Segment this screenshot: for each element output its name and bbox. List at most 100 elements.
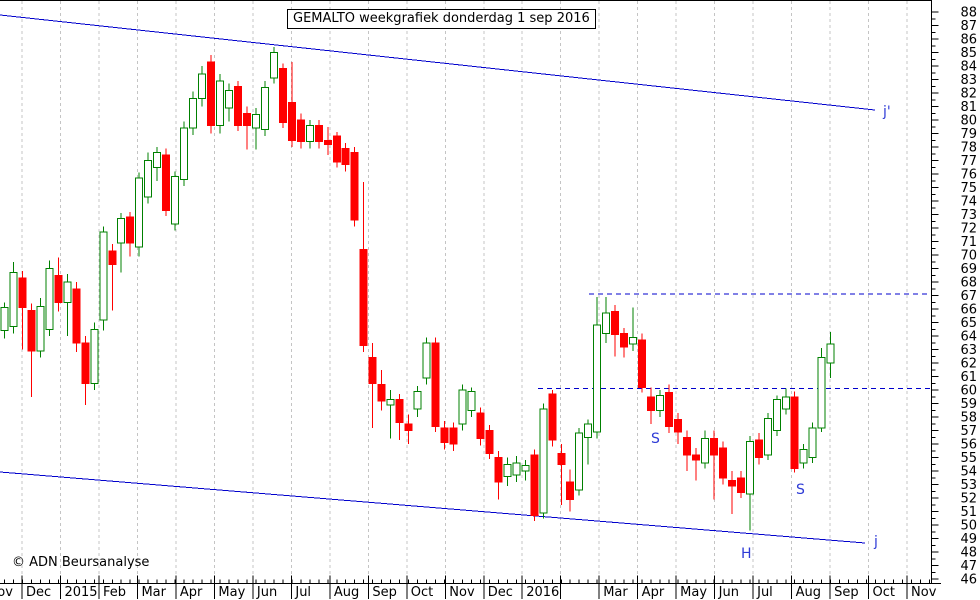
candle-down — [530, 449, 539, 521]
candle-up — [503, 457, 512, 486]
candle-body — [27, 309, 36, 352]
candle-up — [467, 387, 476, 417]
candle-body — [359, 249, 368, 346]
y-axis-label: 70 — [960, 249, 977, 264]
candle-body — [790, 396, 799, 469]
candle-body — [350, 151, 359, 221]
candle-up — [9, 261, 18, 334]
y-axis-label: 50 — [960, 519, 977, 534]
candle-up — [0, 302, 9, 339]
candle-body — [171, 176, 180, 225]
candle-body — [566, 481, 575, 500]
candle-body — [108, 250, 117, 265]
candle-up — [413, 385, 422, 417]
candle-down — [377, 369, 386, 411]
y-axis-label: 55 — [960, 451, 977, 466]
candle-body — [557, 452, 566, 465]
candle-body — [81, 342, 90, 384]
candle-body — [736, 477, 745, 494]
candle-body — [817, 357, 826, 429]
candle-body — [99, 231, 108, 321]
candle-down — [242, 106, 251, 150]
candle-down — [682, 430, 691, 471]
candle-up — [251, 107, 260, 150]
candle-body — [665, 392, 674, 427]
candle-body — [0, 307, 9, 332]
x-axis-month-label: Sep — [372, 585, 397, 600]
candle-down — [27, 303, 36, 397]
candle-body — [700, 438, 709, 464]
y-axis-label: 51 — [960, 505, 977, 520]
y-axis-label: 62 — [960, 357, 977, 372]
candle-up — [584, 419, 593, 465]
y-axis-label: 80 — [960, 114, 977, 129]
candle-body — [826, 343, 835, 364]
candle-up — [763, 412, 772, 461]
candle-up — [144, 152, 153, 204]
y-axis-label: 59 — [960, 397, 977, 412]
candle-up — [539, 403, 548, 519]
y-axis-label: 73 — [960, 208, 977, 223]
candle-body — [260, 87, 269, 130]
trendline-lower-support — [0, 471, 866, 544]
candle-body — [278, 68, 287, 124]
y-axis-label: 68 — [960, 276, 977, 291]
y-axis-label: 81 — [960, 100, 977, 115]
candle-down — [449, 422, 458, 451]
candle-down — [341, 142, 350, 172]
candle-body — [180, 127, 189, 180]
candle-up — [422, 337, 431, 385]
x-axis-month-label: Aug — [796, 585, 821, 600]
x-axis-month-label: Dec — [488, 585, 513, 600]
chart-title-box: GEMALTO weekgrafiek donderdag 1 sep 2016 — [287, 9, 596, 29]
candle-down — [332, 132, 341, 168]
candle-body — [638, 339, 647, 388]
candle-up — [512, 456, 521, 482]
candle-down — [566, 469, 575, 512]
candle-body — [18, 277, 27, 309]
candle-up — [189, 91, 198, 135]
candle-up — [656, 390, 665, 417]
candle-up — [799, 444, 808, 469]
candle-body — [611, 311, 620, 336]
x-axis-month-label: May — [680, 585, 707, 600]
candle-down — [287, 61, 296, 147]
candle-down — [440, 421, 449, 450]
y-axis-label: 86 — [960, 33, 977, 48]
x-axis-month-label-partial: Nov — [0, 585, 13, 600]
x-axis-month-label: Apr — [180, 585, 203, 600]
candle-down — [647, 387, 656, 424]
candle-down — [81, 336, 90, 405]
candle-body — [117, 218, 126, 244]
candle-body — [476, 412, 485, 440]
candle-up — [602, 296, 611, 343]
copyright-notice: © ADN Beursanalyse — [12, 555, 150, 570]
y-axis-label: 82 — [960, 87, 977, 102]
candle-body — [45, 268, 54, 330]
x-axis-month-label: Sep — [834, 585, 859, 600]
y-axis-label: 83 — [960, 73, 977, 88]
candle-body — [314, 124, 323, 143]
candle-body — [431, 342, 440, 427]
y-axis-label: 49 — [960, 532, 977, 547]
candle-body — [763, 417, 772, 456]
candle-down — [620, 327, 629, 358]
candle-body — [620, 332, 629, 348]
y-axis-label: 67 — [960, 289, 977, 304]
candle-body — [449, 427, 458, 445]
trendline-label-upper-resistance: j' — [882, 104, 891, 120]
candle-body — [368, 357, 377, 384]
candle-down — [54, 257, 63, 312]
candle-body — [718, 447, 727, 479]
candle-body — [233, 85, 242, 126]
candle-up — [629, 307, 638, 351]
x-axis-month-label: Jun — [718, 585, 739, 600]
candle-body — [189, 97, 198, 129]
candle-down — [108, 244, 117, 311]
y-axis-label: 57 — [960, 424, 977, 439]
candle-body — [305, 124, 314, 143]
y-axis-label: 58 — [960, 411, 977, 426]
candle-down — [296, 113, 305, 149]
candle-body — [54, 274, 63, 303]
candle-up — [593, 296, 602, 439]
